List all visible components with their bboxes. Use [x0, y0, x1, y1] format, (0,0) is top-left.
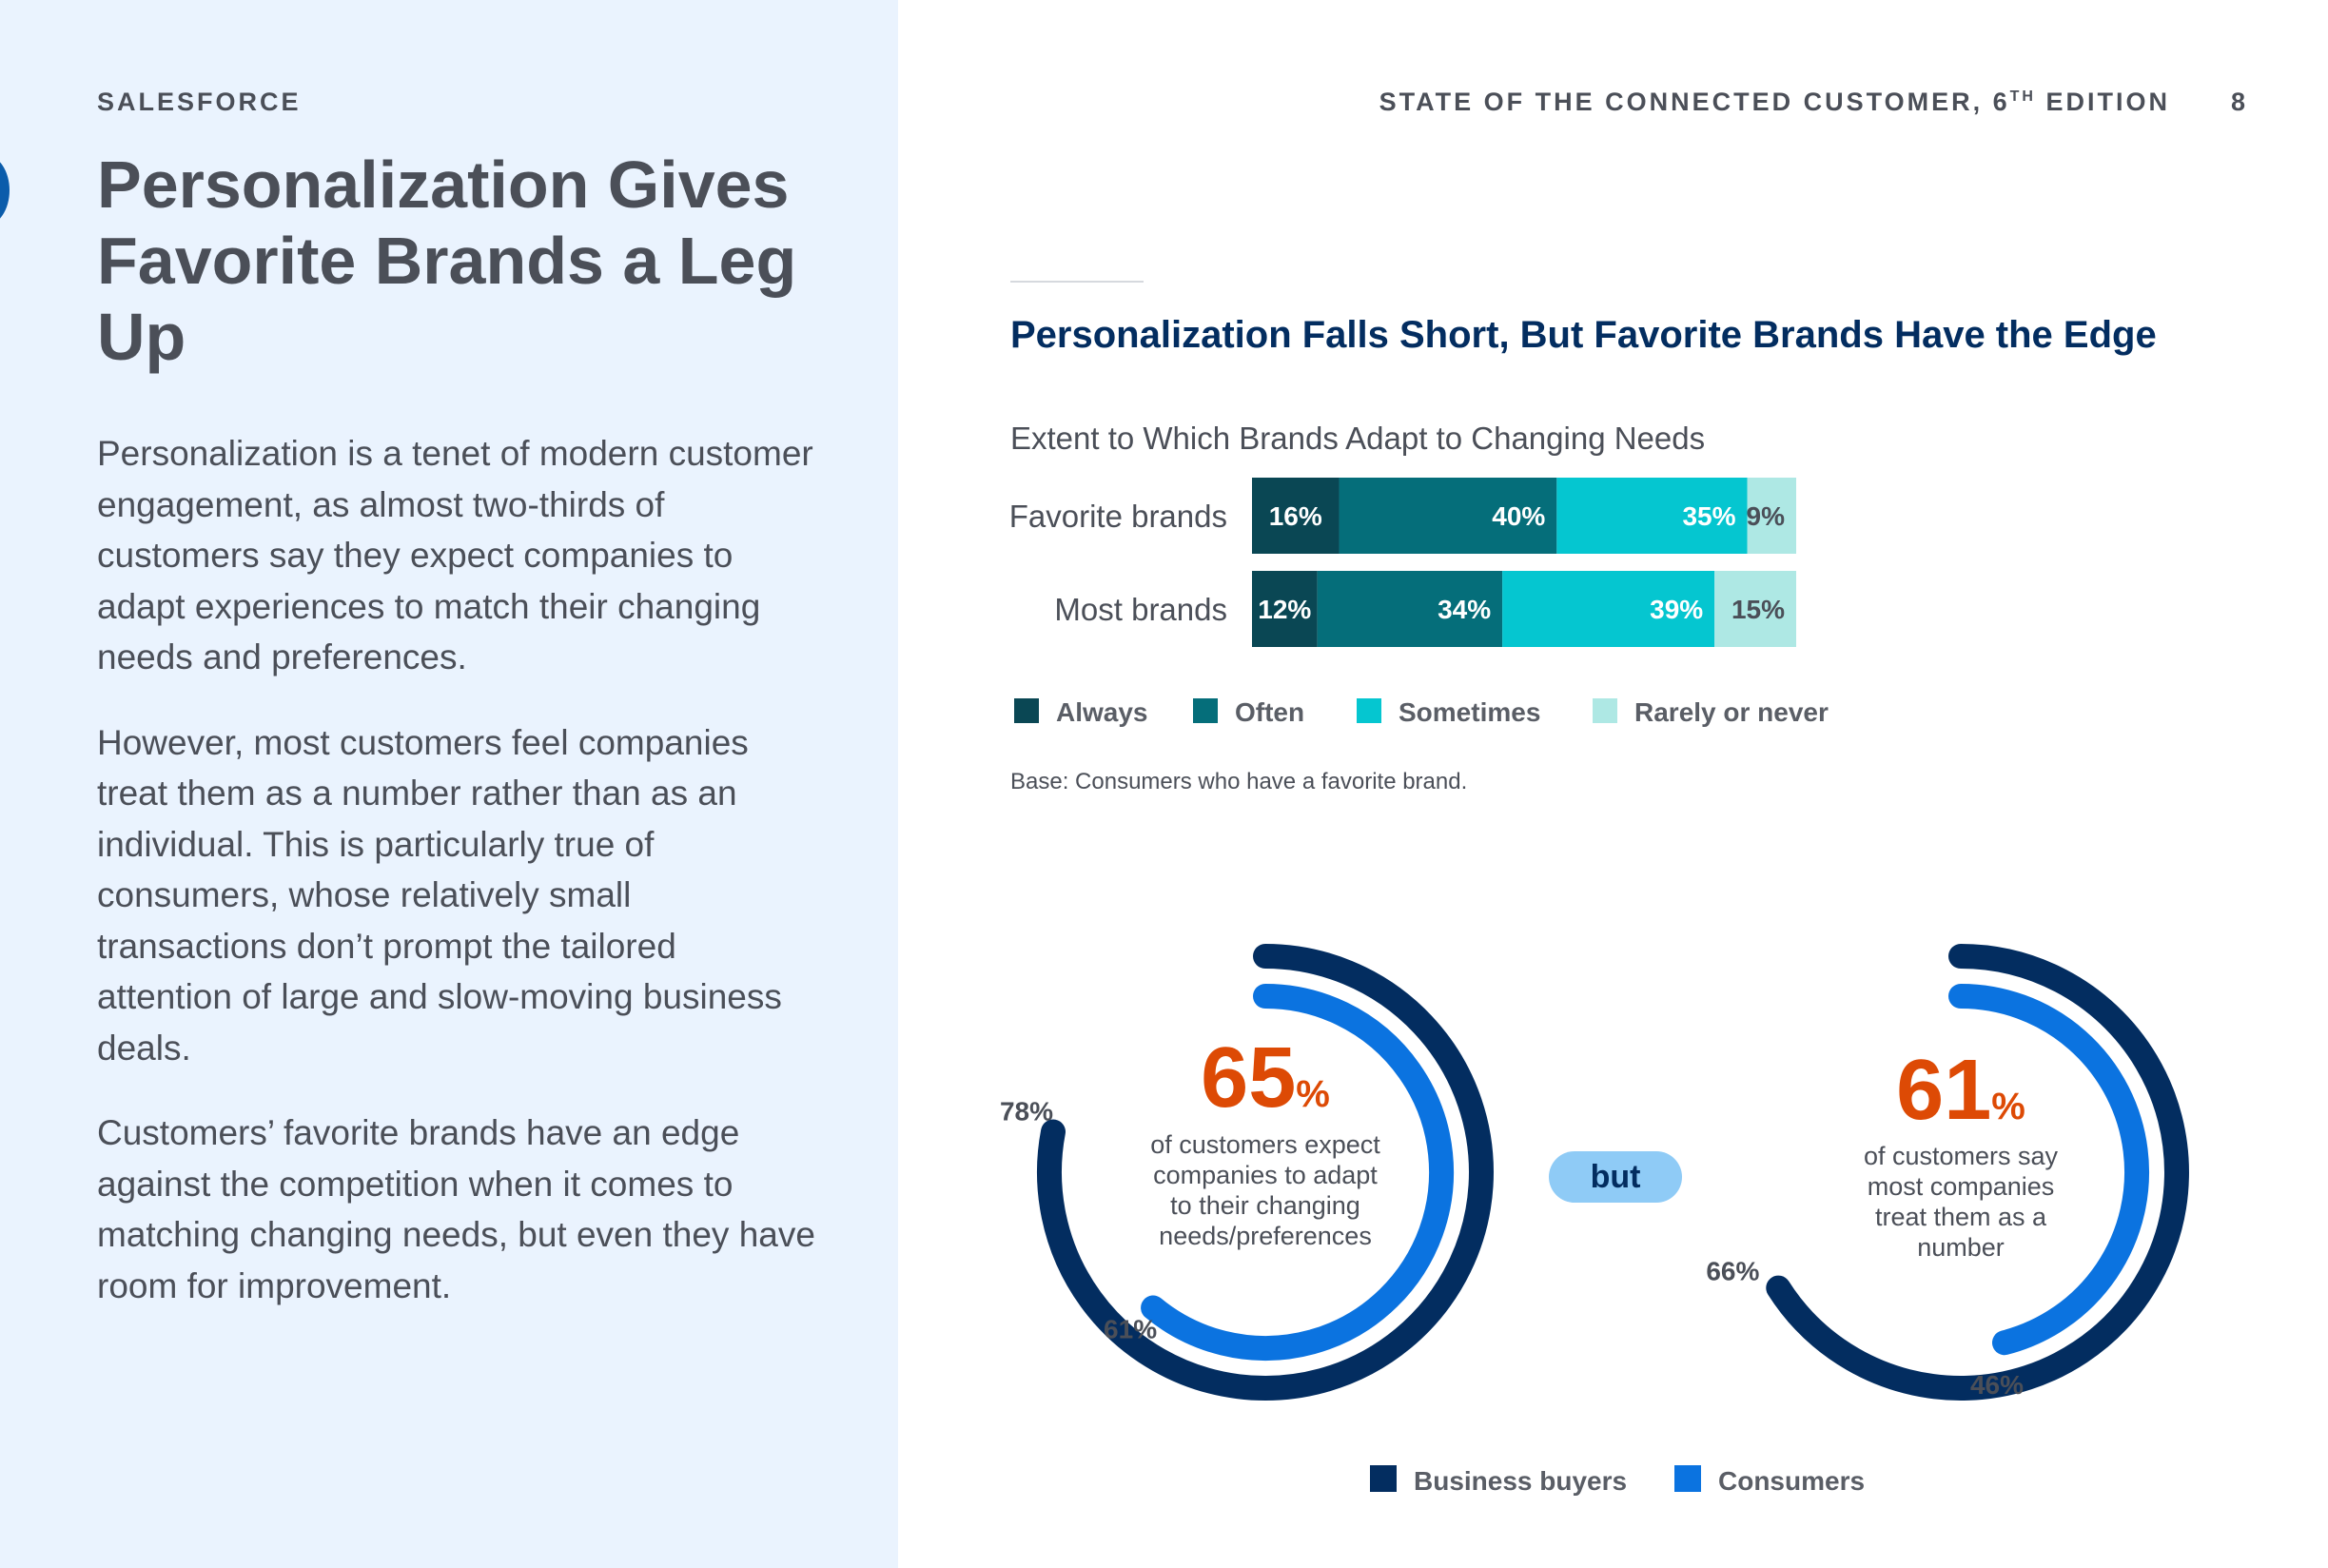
legend-label: Often — [1235, 697, 1304, 727]
arc-consumers — [1141, 984, 1455, 1361]
body-copy: Personalization is a tenet of modern cus… — [97, 428, 820, 1345]
caption-line: needs/preferences — [1159, 1222, 1372, 1250]
paragraph-2: However, most customers feel companies t… — [97, 722, 782, 1068]
page-title: Personalization Gives Favorite Brands a … — [97, 147, 797, 374]
connector-pill — [1549, 1151, 1682, 1203]
bar-segment — [1339, 478, 1557, 554]
bar-segment — [1252, 478, 1340, 554]
report-title-sup: TH — [2009, 88, 2036, 105]
title-rule — [1010, 281, 1144, 283]
connector-text: but — [1591, 1159, 1641, 1195]
bar-category-label: Most brands — [1054, 592, 1227, 627]
bar-value-label: 34% — [1438, 595, 1491, 624]
legend-swatch — [1370, 1465, 1397, 1492]
bar-segment — [1502, 571, 1715, 647]
caption-line: of customers expect — [1150, 1130, 1380, 1159]
arc-consumers — [1948, 984, 2150, 1356]
left-panel — [0, 0, 898, 1568]
bar-value-label: 35% — [1682, 501, 1735, 531]
arc-value-label: 46% — [1970, 1370, 2024, 1400]
legend-label: Business buyers — [1414, 1466, 1627, 1496]
bar-value-label: 39% — [1650, 595, 1703, 624]
headline-unit: % — [1296, 1073, 1330, 1115]
legend-swatch — [1357, 698, 1381, 723]
headline-value: 61% — [1896, 1043, 2025, 1138]
legend-label: Sometimes — [1399, 697, 1540, 727]
arc-value-label: 78% — [1000, 1096, 1053, 1126]
arc-business — [1766, 944, 2189, 1401]
legend-swatch — [1193, 698, 1218, 723]
bar-segment — [1747, 478, 1796, 554]
page-number: 8 — [2230, 88, 2245, 116]
caption-line: treat them as a — [1875, 1203, 2047, 1231]
legend-swatch — [1674, 1465, 1701, 1492]
report-title: STATE OF THE CONNECTED CUSTOMER, 6 — [1379, 88, 2010, 116]
chart-title: Personalization Falls Short, But Favorit… — [1010, 314, 2157, 356]
legend-swatch — [1593, 698, 1617, 723]
caption-line: number — [1917, 1233, 2005, 1262]
legend-swatch — [1014, 698, 1039, 723]
bar-chart-subtitle: Extent to Which Brands Adapt to Changing… — [1010, 421, 1706, 456]
report-title-end: EDITION — [2035, 88, 2170, 116]
paragraph-1: Personalization is a tenet of modern cus… — [97, 434, 813, 676]
legend-label: Always — [1056, 697, 1148, 727]
bar-segment — [1714, 571, 1796, 647]
legend-label: Rarely or never — [1634, 697, 1829, 727]
base-note: Base: Consumers who have a favorite bran… — [1010, 769, 1468, 794]
bar-value-label: 9% — [1747, 501, 1786, 531]
bar-category-label: Favorite brands — [1009, 499, 1227, 534]
legend-label: Consumers — [1718, 1466, 1865, 1496]
brand-label: SALESFORCE — [97, 88, 302, 116]
caption-line: most companies — [1868, 1172, 2055, 1201]
arc-value-label: 61% — [1104, 1315, 1157, 1344]
arc-business — [1037, 944, 1494, 1401]
bar-segment — [1317, 571, 1503, 647]
bar-value-label: 16% — [1269, 501, 1322, 531]
bar-value-label: 15% — [1731, 595, 1785, 624]
paragraph-3: Customers’ favorite brands have an edge … — [97, 1113, 815, 1305]
bar-segment — [1556, 478, 1748, 554]
bar-value-label: 12% — [1258, 595, 1311, 624]
report-header: STATE OF THE CONNECTED CUSTOMER, 6TH EDI… — [1379, 88, 2245, 117]
arc-value-label: 66% — [1706, 1257, 1759, 1286]
caption-line: to their changing — [1170, 1191, 1360, 1220]
edge-tab — [0, 155, 10, 225]
bar-value-label: 40% — [1492, 501, 1545, 531]
headline-value: 65% — [1201, 1030, 1330, 1126]
headline-unit: % — [1991, 1086, 2025, 1127]
bar-segment — [1252, 571, 1318, 647]
caption-line: companies to adapt — [1153, 1161, 1378, 1189]
caption-line: of customers say — [1864, 1142, 2059, 1170]
